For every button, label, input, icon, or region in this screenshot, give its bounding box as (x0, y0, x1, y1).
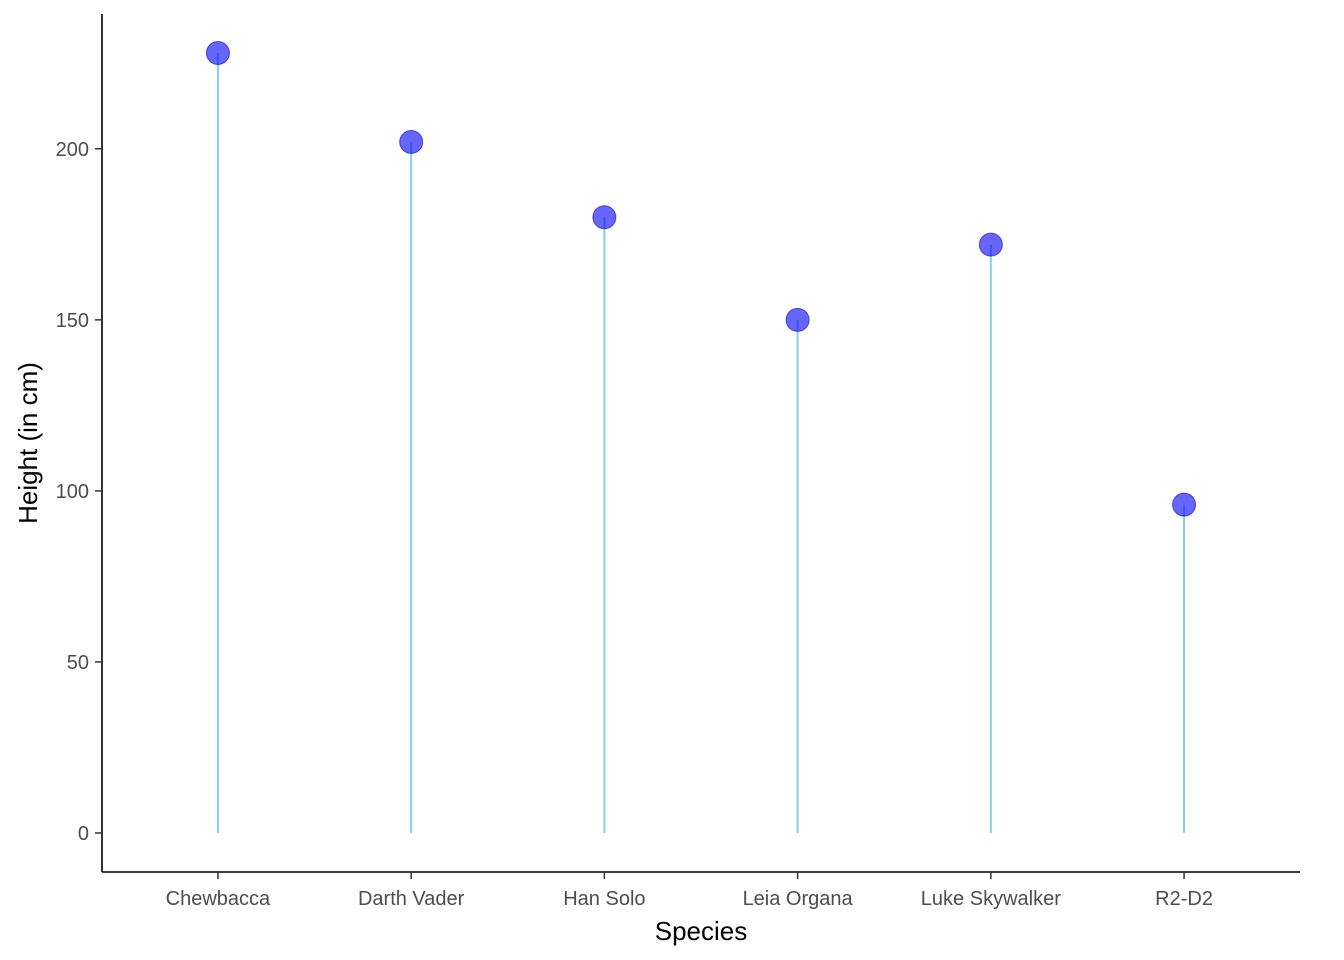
lollipop-point (978, 232, 1003, 257)
x-tick-label: Darth Vader (358, 888, 465, 910)
y-tick-label: 150 (56, 310, 89, 332)
x-tick-label: Han Solo (563, 888, 645, 910)
y-axis-ticks: 0 50 100 150 200 (56, 139, 102, 845)
lollipop-point (592, 205, 617, 230)
y-tick-label: 100 (56, 481, 89, 503)
points-layer (205, 41, 1197, 517)
lollipop-point (399, 129, 424, 154)
x-tick-label: R2-D2 (1155, 888, 1213, 910)
y-tick-label: 200 (56, 139, 89, 161)
lollipop-point (1172, 492, 1197, 517)
x-axis-title: Species (655, 916, 748, 946)
x-tick-label: Luke Skywalker (921, 888, 1061, 910)
stems-layer (216, 53, 1186, 833)
lollipop-point (785, 307, 810, 332)
y-tick-label: 50 (67, 652, 89, 674)
x-tick-label: Chewbacca (166, 888, 271, 910)
y-axis-title: Height (in cm) (13, 362, 43, 524)
y-tick-label: 0 (78, 823, 89, 845)
x-axis-ticks: Chewbacca Darth Vader Han Solo Leia Organa L… (166, 872, 1213, 910)
lollipop-point (205, 41, 230, 65)
x-tick-label: Leia Organa (743, 888, 854, 910)
